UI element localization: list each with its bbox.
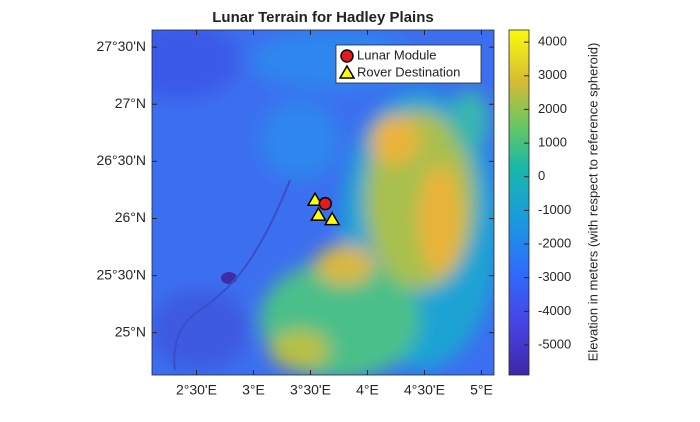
colorbar-tick-label: -5000 (538, 336, 571, 351)
marker (310, 206, 327, 221)
marker (318, 196, 333, 211)
x-tick-label: 3°E (242, 382, 265, 398)
colorbar-tick-label: 3000 (538, 67, 567, 82)
colorbar-tick-label: -4000 (538, 303, 571, 318)
colorbar-tick-label: 0 (538, 168, 545, 183)
colorbar-tick-label: -1000 (538, 202, 571, 217)
colorbar (508, 29, 530, 376)
legend-label: Rover Destination (357, 64, 460, 79)
marker (306, 191, 324, 206)
y-tick-label: 26°30'N (96, 152, 146, 168)
x-tick-label: 2°30'E (176, 382, 217, 398)
x-tick-label: 5°E (470, 382, 493, 398)
marker (323, 211, 341, 226)
legend-marker (338, 64, 356, 79)
y-tick-label: 27°N (115, 95, 146, 111)
y-tick-label: 27°30'N (96, 38, 146, 54)
legend-box (335, 44, 482, 84)
legend-label: Lunar Module (357, 47, 437, 62)
colorbar-label: Elevation in meters (with respect to ref… (585, 43, 600, 362)
axes-frame (151, 29, 495, 376)
x-tick-label: 4°E (356, 382, 379, 398)
colorbar-tick-label: -2000 (538, 236, 571, 251)
chart-title: Lunar Terrain for Hadley Plains (212, 9, 433, 26)
y-tick-label: 26°N (115, 209, 146, 225)
y-tick-label: 25°N (115, 323, 146, 339)
x-tick-label: 3°30'E (290, 382, 331, 398)
colorbar-tick-label: 4000 (538, 34, 567, 49)
colorbar-tick-label: -3000 (538, 269, 571, 284)
colorbar-tick-label: 2000 (538, 101, 567, 116)
colorbar-tick-label: 1000 (538, 135, 567, 150)
x-tick-label: 4°30'E (404, 382, 445, 398)
legend-marker (340, 49, 354, 63)
legend (335, 44, 482, 84)
terrain (152, 30, 494, 375)
y-tick-label: 25°30'N (96, 266, 146, 282)
